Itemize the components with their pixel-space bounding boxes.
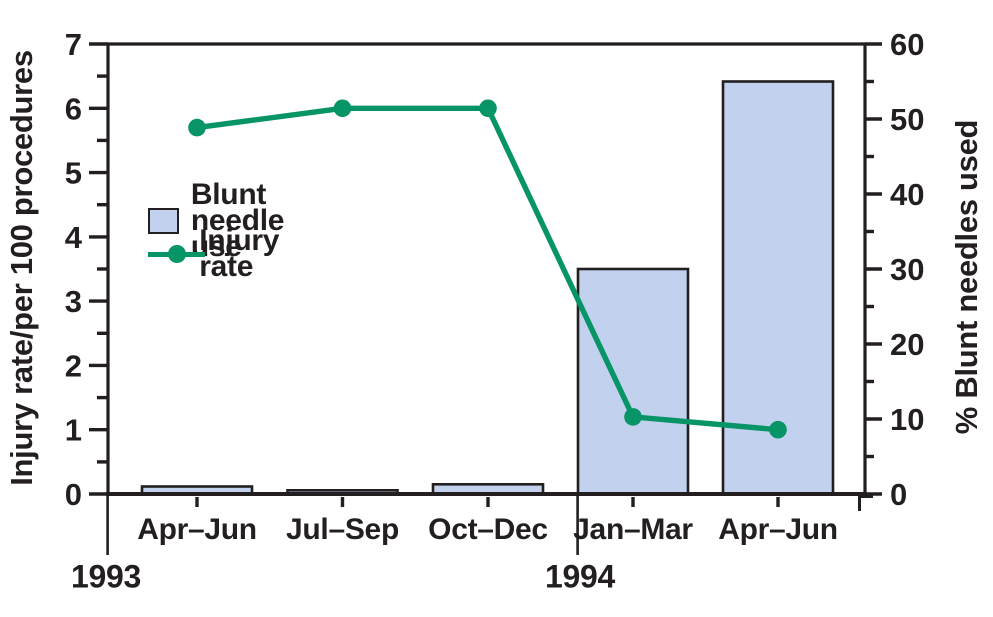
legend-item-blunt-needle-use: Blunt needle use xyxy=(148,178,310,263)
right-tick-label: 50 xyxy=(890,102,924,137)
year-label-1994: 1994 xyxy=(545,558,615,595)
right-tick-label: 0 xyxy=(890,477,907,512)
x-category-label: Jan–Mar xyxy=(573,513,693,546)
axis-end-corner-mark xyxy=(858,495,873,511)
left-tick-label: 2 xyxy=(65,348,82,383)
left-tick-label: 5 xyxy=(65,156,82,191)
x-category-label: Jul–Sep xyxy=(286,513,399,546)
right-tick-label: 10 xyxy=(890,402,924,437)
injury-rate-point xyxy=(624,408,642,426)
injury-rate-point xyxy=(188,118,206,137)
left-tick-label: 6 xyxy=(65,91,82,126)
x-category-label: Oct–Dec xyxy=(428,513,548,546)
x-category-label: Apr–Jun xyxy=(718,513,838,546)
injury-rate-point xyxy=(479,99,497,118)
legend-item-injury-rate: Injury rate xyxy=(148,224,297,283)
left-axis-title: Injury rate/per 100 procedures xyxy=(4,50,39,486)
right-tick-label: 30 xyxy=(890,252,924,287)
injury-rate-point xyxy=(769,420,787,439)
right-tick-label: 20 xyxy=(890,327,924,362)
bar-swatch-icon xyxy=(148,208,179,234)
left-tick-label: 3 xyxy=(65,284,82,319)
left-tick-label: 0 xyxy=(65,477,82,512)
x-category-label: Apr–Jun xyxy=(137,513,257,546)
right-tick-label: 60 xyxy=(890,27,924,62)
right-axis-title: % Blunt needles used xyxy=(949,119,984,435)
line-swatch-icon xyxy=(148,241,205,267)
legend-label-blunt-needle-use: Blunt needle use xyxy=(190,178,285,263)
left-tick-label: 1 xyxy=(65,413,82,448)
legend-label-injury-rate: Injury rate xyxy=(199,224,280,283)
left-tick-label: 4 xyxy=(65,220,83,255)
right-tick-label: 40 xyxy=(890,177,924,212)
bar-jan-mar-1994 xyxy=(576,267,690,496)
injury-rate-point xyxy=(333,99,352,118)
year-label-1993: 1993 xyxy=(71,558,141,595)
left-tick-label: 7 xyxy=(65,27,82,62)
